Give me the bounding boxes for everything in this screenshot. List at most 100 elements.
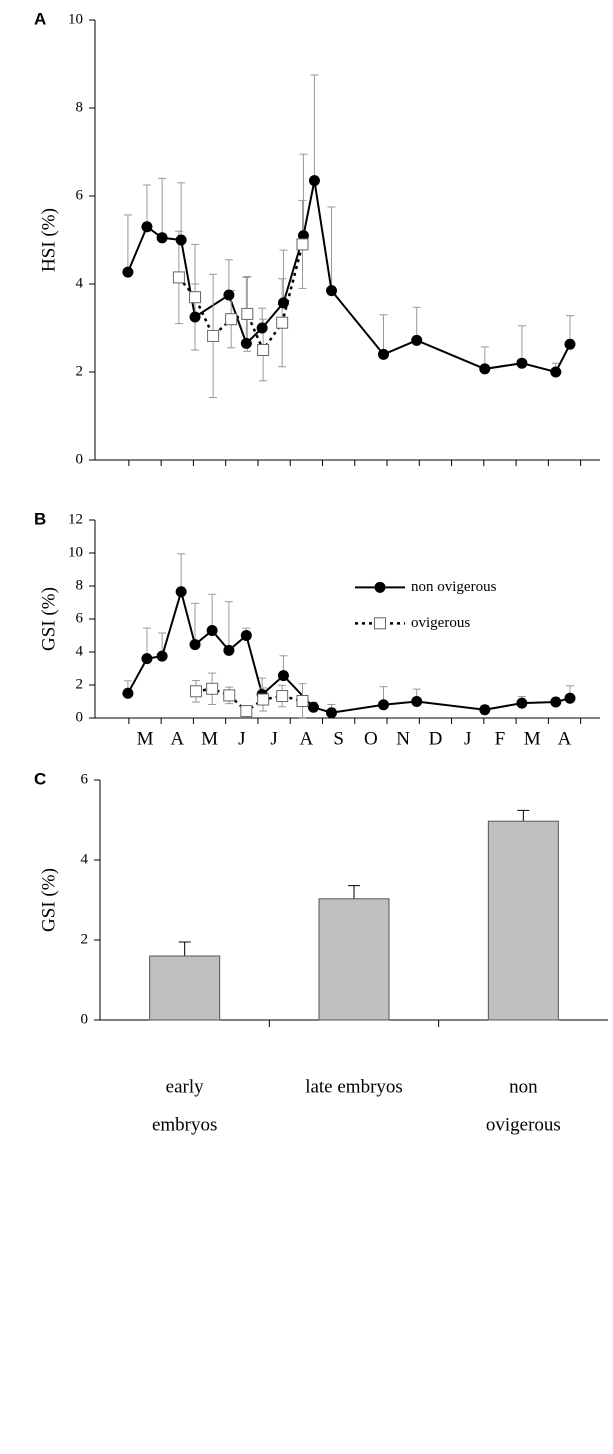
marker: [240, 337, 252, 349]
x-tick-label: non: [509, 1076, 538, 1097]
y-tick-label: 8: [76, 577, 84, 593]
y-tick-label: 4: [81, 851, 89, 867]
marker: [141, 221, 153, 233]
x-tick-label: O: [364, 728, 378, 749]
marker: [257, 693, 270, 706]
y-tick-label: 0: [76, 451, 84, 467]
x-tick-label: M: [201, 728, 218, 749]
marker: [516, 697, 528, 709]
marker: [479, 704, 491, 716]
marker: [207, 329, 220, 342]
marker: [156, 232, 168, 244]
marker: [223, 644, 235, 656]
y-tick-label: 0: [76, 709, 84, 725]
marker: [122, 687, 134, 699]
y-tick-label: 8: [76, 99, 84, 115]
marker: [326, 707, 338, 719]
panel-label: A: [34, 9, 46, 28]
x-tick-label: ovigerous: [486, 1114, 561, 1135]
x-tick-label: M: [137, 728, 154, 749]
panel-label: B: [34, 509, 46, 528]
x-tick-label: S: [333, 728, 344, 749]
marker: [550, 366, 562, 378]
bar: [487, 820, 559, 1021]
x-tick-label: D: [429, 728, 443, 749]
x-tick-label: A: [558, 728, 572, 749]
y-axis-label: GSI (%): [38, 868, 59, 932]
marker: [277, 670, 289, 682]
marker: [377, 699, 389, 711]
marker: [564, 338, 576, 350]
marker: [122, 266, 134, 278]
marker: [141, 653, 153, 665]
marker: [411, 696, 423, 707]
marker: [206, 625, 218, 637]
y-axis-label: HSI (%): [38, 208, 59, 272]
marker: [190, 685, 202, 698]
y-tick-label: 6: [81, 771, 89, 787]
legend-label: ovigerous: [411, 615, 470, 631]
marker: [223, 689, 236, 702]
x-tick-label: early: [166, 1076, 204, 1097]
series-line: [126, 180, 571, 374]
x-tick-label: embryos: [152, 1114, 217, 1135]
x-tick-label: N: [396, 728, 410, 749]
marker: [296, 238, 309, 251]
marker: [241, 307, 254, 320]
marker: [296, 695, 309, 708]
x-tick-label: M: [524, 728, 541, 749]
y-tick-label: 2: [81, 931, 89, 947]
marker: [516, 357, 528, 369]
x-tick-label: A: [170, 728, 184, 749]
marker: [156, 650, 168, 662]
marker: [175, 234, 187, 246]
marker: [240, 705, 253, 718]
y-tick-label: 12: [68, 511, 83, 527]
marker: [189, 311, 201, 323]
marker: [225, 313, 238, 326]
y-tick-label: 6: [76, 610, 84, 626]
marker: [223, 289, 235, 301]
y-tick-label: 4: [76, 275, 84, 291]
y-tick-label: 0: [81, 1011, 89, 1027]
x-tick-label: F: [495, 728, 506, 749]
marker: [479, 363, 491, 375]
marker: [550, 696, 562, 708]
x-tick-label: J: [464, 728, 471, 749]
marker: [326, 285, 338, 297]
y-tick-label: 2: [76, 676, 84, 692]
marker: [240, 630, 252, 641]
bar: [318, 898, 390, 1021]
marker: [411, 334, 423, 346]
legend-marker: [374, 617, 386, 630]
marker: [564, 692, 576, 704]
y-tick-label: 6: [76, 187, 84, 203]
y-tick-label: 10: [68, 544, 83, 560]
marker: [307, 701, 319, 713]
x-tick-label: J: [238, 728, 245, 749]
marker: [257, 344, 270, 356]
y-tick-label: 10: [68, 11, 83, 27]
legend-label: non ovigerous: [411, 579, 497, 595]
marker: [297, 230, 309, 242]
marker: [175, 586, 187, 598]
legend-marker: [374, 581, 386, 593]
marker: [189, 291, 202, 304]
marker: [189, 639, 201, 651]
marker: [172, 271, 185, 284]
y-tick-label: 2: [76, 363, 84, 379]
marker: [277, 297, 289, 309]
x-tick-label: J: [270, 728, 277, 749]
marker: [308, 175, 320, 187]
series-line: [127, 588, 571, 714]
y-axis-label: GSI (%): [38, 587, 59, 651]
panel-label: C: [34, 769, 46, 788]
marker: [206, 682, 219, 695]
marker: [256, 322, 268, 334]
marker: [276, 316, 289, 329]
x-tick-label: A: [299, 728, 313, 749]
x-tick-label: late embryos: [305, 1076, 403, 1097]
marker: [377, 348, 389, 360]
y-tick-label: 4: [76, 643, 84, 659]
